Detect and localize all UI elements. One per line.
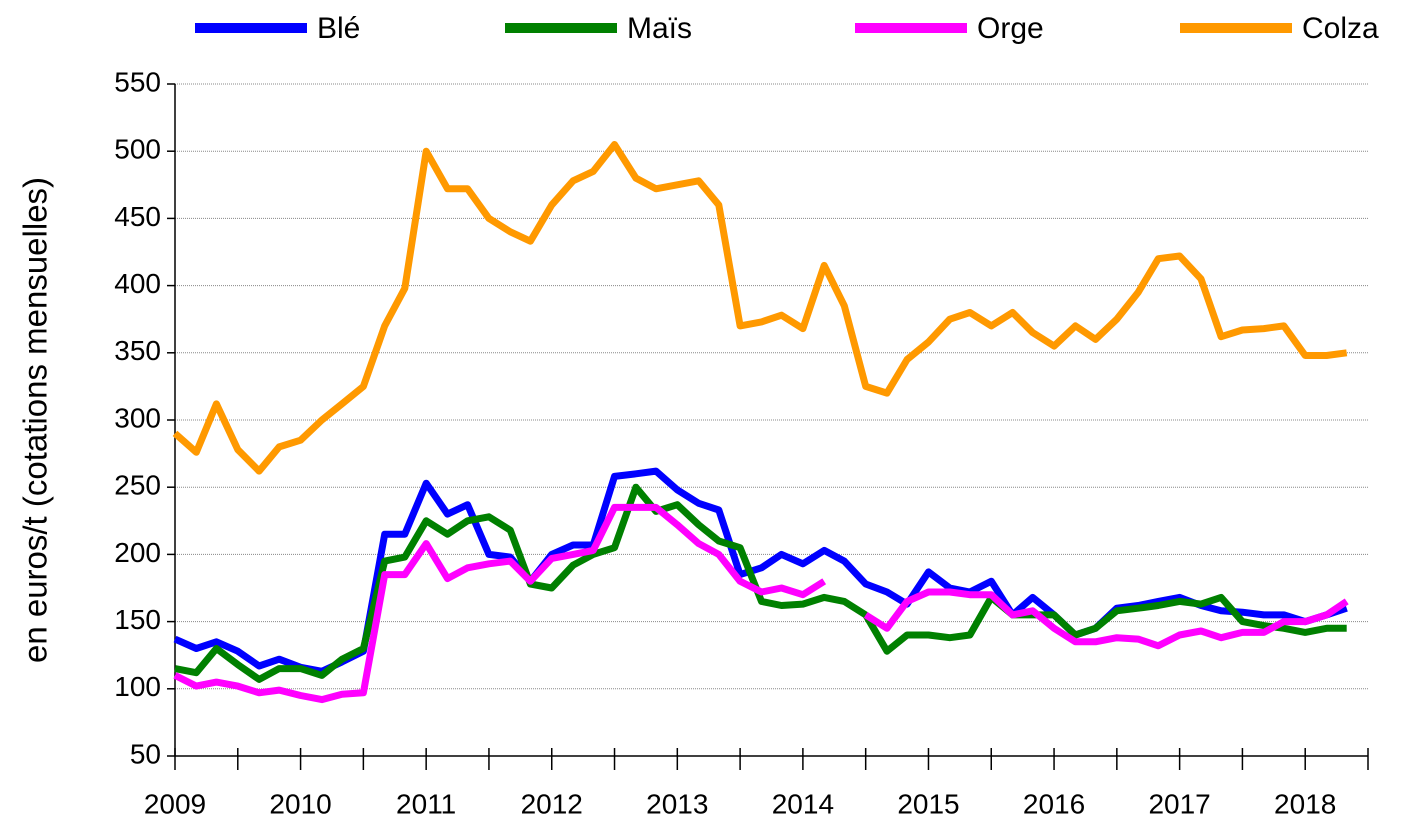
legend-label: Maïs	[627, 12, 692, 45]
x-tick-label: 2011	[396, 788, 456, 819]
y-axis-label: en euros/t (cotations mensuelles)	[17, 177, 54, 663]
y-tick-label: 500	[114, 134, 161, 165]
x-tick-label: 2018	[1274, 788, 1336, 819]
y-tick-label: 300	[114, 402, 161, 433]
y-tick-label: 350	[114, 335, 161, 366]
x-tick-label: 2016	[1023, 788, 1085, 819]
y-tick-label: 100	[114, 671, 161, 702]
x-tick-label: 2014	[772, 788, 834, 819]
y-tick-label: 450	[114, 201, 161, 232]
x-tick-label: 2010	[269, 788, 331, 819]
y-tick-label: 250	[114, 470, 161, 501]
x-tick-label: 2009	[144, 788, 206, 819]
legend-label: Blé	[317, 12, 360, 45]
series-line	[173, 503, 1349, 704]
y-tick-label: 50	[130, 738, 161, 769]
legend-label: Orge	[977, 12, 1044, 45]
x-tick-label: 2012	[521, 788, 583, 819]
series-line	[172, 141, 1348, 475]
x-tick-label: 2017	[1148, 788, 1210, 819]
y-tick-label: 200	[114, 537, 161, 568]
legend-label: Colza	[1302, 12, 1379, 45]
y-tick-label: 150	[114, 604, 161, 635]
y-tick-label: 400	[114, 268, 161, 299]
x-tick-label: 2013	[646, 788, 708, 819]
series-line	[174, 483, 1347, 683]
y-tick-label: 550	[114, 66, 161, 97]
x-tick-label: 2015	[897, 788, 959, 819]
